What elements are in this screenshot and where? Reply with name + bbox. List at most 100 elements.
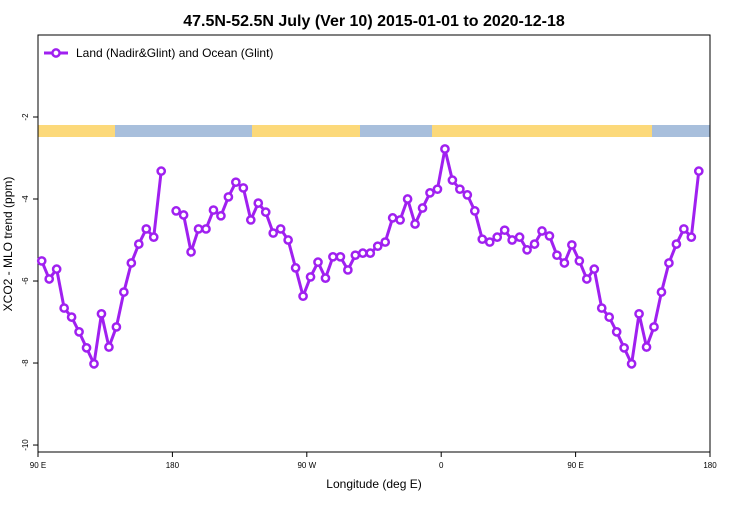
point xyxy=(626,358,637,369)
point xyxy=(253,198,264,208)
point xyxy=(567,240,577,250)
point xyxy=(522,245,532,255)
plot-frame xyxy=(37,34,711,453)
point xyxy=(395,215,405,225)
point xyxy=(425,188,435,198)
point xyxy=(171,206,181,216)
y-tick-label: -2 xyxy=(21,113,30,121)
point xyxy=(559,258,570,268)
point xyxy=(447,175,458,186)
point xyxy=(365,248,376,258)
point xyxy=(96,308,107,319)
point xyxy=(343,265,353,275)
point xyxy=(462,190,473,200)
point xyxy=(679,224,689,234)
point xyxy=(141,224,152,234)
y-tick-label: -4 xyxy=(21,195,30,203)
x-tick-label: 180 xyxy=(703,461,717,470)
point xyxy=(51,264,62,274)
point xyxy=(178,210,189,220)
point xyxy=(201,224,211,234)
point xyxy=(133,239,144,249)
point xyxy=(387,213,398,223)
y-tick-label: -10 xyxy=(21,439,30,451)
point xyxy=(507,235,517,245)
point xyxy=(619,343,629,353)
point xyxy=(552,250,562,261)
legend-label: Land (Nadir&Glint) and Ocean (Glint) xyxy=(76,46,273,60)
point xyxy=(59,303,69,313)
point xyxy=(283,235,293,245)
point xyxy=(537,226,547,236)
point xyxy=(693,166,704,176)
point xyxy=(589,264,600,274)
point xyxy=(611,327,622,337)
point xyxy=(305,272,316,282)
point xyxy=(634,308,644,319)
land-ocean-strip xyxy=(38,125,710,137)
point xyxy=(268,228,279,238)
point xyxy=(402,194,413,204)
legend-marker xyxy=(51,48,61,58)
point xyxy=(604,312,615,322)
point xyxy=(649,322,659,332)
point xyxy=(581,274,592,284)
point xyxy=(380,237,391,247)
x-tick-label: 180 xyxy=(166,461,180,470)
point xyxy=(477,234,488,245)
x-tick-label: 90 E xyxy=(567,461,583,470)
y-axis-label: XCO2 - MLO trend (ppm) xyxy=(1,177,15,312)
point xyxy=(574,256,585,266)
point xyxy=(156,166,167,176)
point xyxy=(350,250,361,261)
chart-title: 47.5N-52.5N July (Ver 10) 2015-01-01 to … xyxy=(183,13,565,30)
x-axis-label: Longitude (deg E) xyxy=(326,477,421,491)
point xyxy=(223,192,234,202)
point xyxy=(641,342,652,352)
point xyxy=(216,210,226,221)
point xyxy=(417,203,428,213)
point xyxy=(529,239,540,249)
point xyxy=(313,257,323,268)
point xyxy=(89,358,99,369)
point xyxy=(193,224,204,234)
point xyxy=(260,207,271,217)
point xyxy=(440,144,450,154)
point xyxy=(335,251,346,262)
point xyxy=(484,237,495,247)
point xyxy=(298,291,308,302)
point xyxy=(686,232,697,242)
point xyxy=(111,322,122,332)
point xyxy=(596,303,607,313)
point xyxy=(81,343,92,353)
point xyxy=(238,183,249,193)
point xyxy=(66,312,77,322)
point xyxy=(372,241,383,252)
x-tick-label: 90 W xyxy=(297,461,316,470)
point xyxy=(320,273,331,283)
point xyxy=(455,184,465,195)
point xyxy=(357,248,368,258)
x-tick-label: 90 E xyxy=(30,461,46,470)
point xyxy=(275,224,286,234)
point xyxy=(126,258,137,268)
point xyxy=(119,287,129,297)
point xyxy=(432,184,443,195)
point xyxy=(664,258,674,268)
point xyxy=(231,177,241,188)
point xyxy=(514,232,525,242)
point xyxy=(74,327,84,337)
x-tick-label: 0 xyxy=(439,461,444,470)
point xyxy=(656,287,667,297)
y-tick-label: -6 xyxy=(21,277,30,285)
point xyxy=(544,231,555,241)
point xyxy=(492,232,503,242)
point xyxy=(499,225,510,236)
point xyxy=(245,215,256,225)
point xyxy=(671,239,682,249)
y-tick-label: -8 xyxy=(21,359,30,367)
point xyxy=(410,219,420,229)
point xyxy=(36,256,47,266)
point xyxy=(44,274,55,284)
